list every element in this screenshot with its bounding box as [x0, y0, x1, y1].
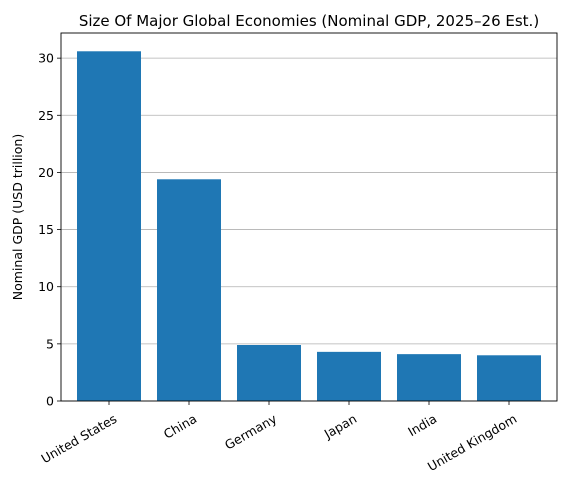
- grid-layer: [61, 57, 557, 402]
- x-tick-label: India: [405, 411, 439, 439]
- y-tick-label: 25: [38, 108, 54, 123]
- plot-frame: [60, 32, 558, 402]
- bar-layer: [77, 51, 541, 402]
- x-tick-label: United States: [38, 411, 119, 466]
- bar-united-states: [77, 51, 141, 402]
- bar-germany: [237, 345, 301, 401]
- x-tick-label: Germany: [222, 411, 280, 453]
- bar-india: [397, 354, 461, 401]
- x-tick-label: Japan: [321, 411, 360, 442]
- y-axis-label: Nominal GDP (USD trillion): [10, 134, 25, 300]
- y-tick-label: 30: [38, 51, 54, 66]
- y-axis: 0 5 10 15 20 25 30: [38, 51, 61, 409]
- y-tick-label: 20: [38, 165, 54, 180]
- bar-united-kingdom: [477, 355, 541, 401]
- y-tick-label: 15: [38, 222, 54, 237]
- bar-japan: [317, 351, 381, 401]
- x-axis: United States China Germany Japan IndiaUnite…: [38, 401, 519, 474]
- bar-china: [157, 179, 221, 401]
- chart-title: Size Of Major Global Economies (Nominal …: [79, 12, 539, 30]
- y-tick-label: 0: [46, 394, 54, 409]
- y-tick-label: 10: [38, 279, 54, 294]
- x-tick-label: China: [161, 411, 199, 442]
- y-tick-label: 5: [46, 336, 54, 351]
- x-tick-label: United Kingdom: [425, 411, 519, 474]
